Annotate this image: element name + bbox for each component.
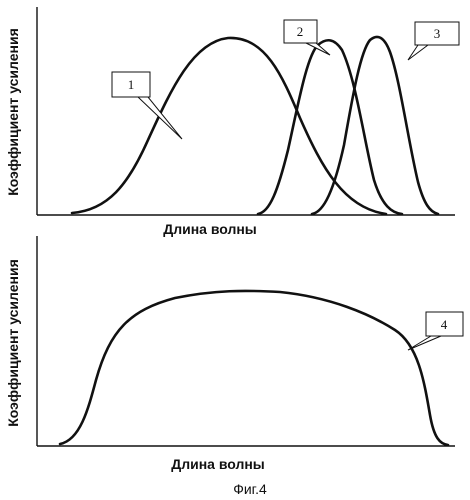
callout-1-label: 1 bbox=[128, 77, 135, 92]
bottom-y-axis-title: Коэффициент усиления bbox=[5, 259, 21, 427]
callout-3: 3 bbox=[408, 22, 459, 60]
callout-2-leader bbox=[306, 43, 330, 55]
top-y-axis-title: Коэффициент усиления bbox=[5, 28, 21, 196]
callout-2-label: 2 bbox=[297, 24, 304, 39]
callout-1: 1 bbox=[112, 72, 182, 139]
gain-curve-1 bbox=[72, 38, 386, 214]
callout-2: 2 bbox=[284, 20, 330, 55]
bottom-x-axis-title: Длина волны bbox=[171, 456, 265, 472]
callout-4-leader bbox=[408, 336, 441, 350]
callout-4-label: 4 bbox=[441, 317, 448, 332]
gain-curve-2 bbox=[258, 40, 402, 214]
callout-4: 4 bbox=[408, 312, 463, 350]
top-panel: Коэффициент усиления Длина волны 1 2 3 bbox=[5, 7, 459, 237]
callout-3-leader bbox=[408, 45, 428, 60]
gain-curve-3 bbox=[312, 37, 438, 214]
callout-1-leader bbox=[138, 97, 182, 139]
callout-3-label: 3 bbox=[434, 26, 441, 41]
bottom-panel: Коэффициент усиления Длина волны 4 bbox=[5, 236, 463, 472]
gain-curve-4 bbox=[60, 291, 448, 445]
figure-caption: Фиг.4 bbox=[233, 481, 267, 497]
top-x-axis-title: Длина волны bbox=[163, 221, 257, 237]
